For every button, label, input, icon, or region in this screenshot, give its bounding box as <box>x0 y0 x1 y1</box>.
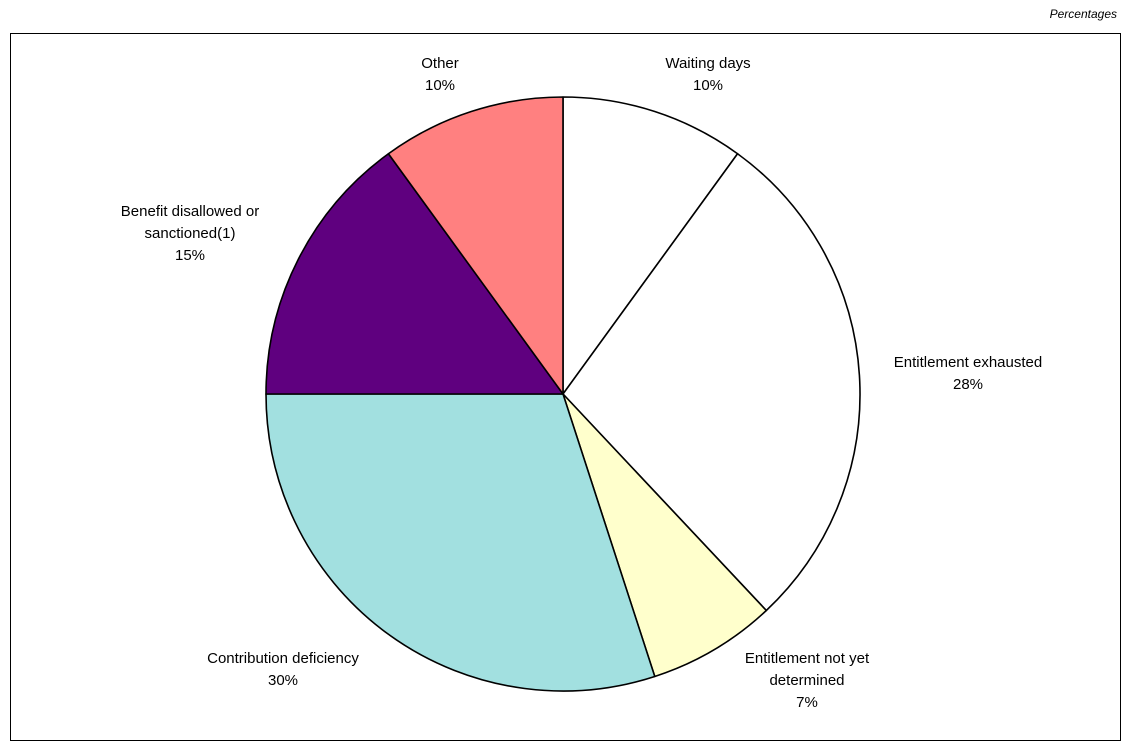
pie-slice-contribution-deficiency <box>265 393 656 692</box>
slice-percent-label: 10% <box>693 77 723 94</box>
slice-label-other: Other 10% <box>421 55 459 94</box>
slice-name-label: determined <box>769 672 844 689</box>
slice-name-label: Contribution deficiency <box>207 650 359 667</box>
chart-frame <box>10 33 1121 741</box>
slice-name-label: Other <box>421 55 459 72</box>
slice-percent-label: 7% <box>796 694 818 711</box>
slice-percent-label: 28% <box>953 376 983 393</box>
slice-name-label: Entitlement exhausted <box>894 354 1042 371</box>
slice-label-entitlement-exhausted: Entitlement exhausted 28% <box>894 354 1042 393</box>
slice-label-benefit-disallowed-or-sanctioned-1: Benefit disallowed or sanctioned(1) 15% <box>121 203 259 264</box>
pie-slice-entitlement-exhausted <box>562 152 861 612</box>
pie-slice-entitlement-not-yet-determined <box>562 393 768 678</box>
slice-percent-label: 15% <box>175 247 205 264</box>
slice-label-waiting-days: Waiting days 10% <box>665 55 750 94</box>
slice-name-label: Benefit disallowed or <box>121 203 259 220</box>
slice-percent-label: 30% <box>268 672 298 689</box>
pie-labels: Waiting days 10%Entitlement exhausted 28%E… <box>121 55 1042 711</box>
slice-name-label: sanctioned(1) <box>145 225 236 242</box>
slice-label-entitlement-not-yet-determined: Entitlement not yet determined 7% <box>745 650 870 711</box>
pie-slices <box>265 96 861 692</box>
units-label: Percentages <box>1049 7 1117 21</box>
slice-label-contribution-deficiency: Contribution deficiency 30% <box>207 650 359 689</box>
slice-name-label: Waiting days <box>665 55 750 72</box>
slice-name-label: Entitlement not yet <box>745 650 870 667</box>
pie-slice-other <box>387 96 564 395</box>
pie-slice-waiting-days <box>562 96 739 395</box>
slice-percent-label: 10% <box>425 77 455 94</box>
pie-slice-benefit-disallowed-or-sanctioned-1 <box>265 152 564 395</box>
